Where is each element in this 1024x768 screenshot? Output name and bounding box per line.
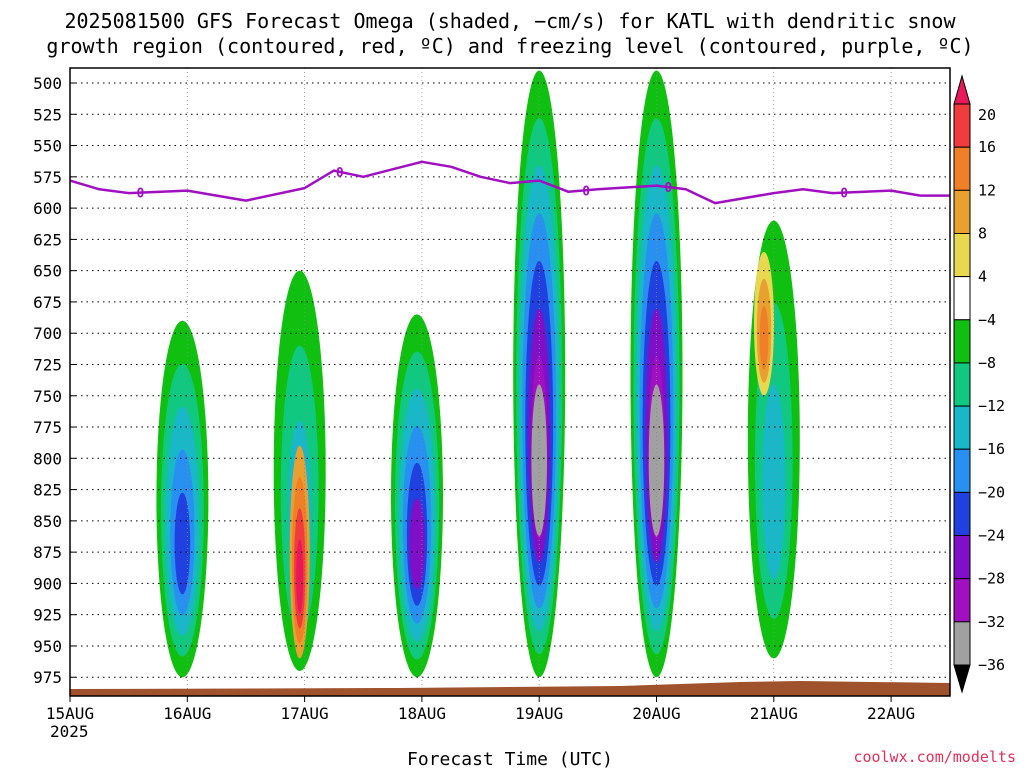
y-tick-label: 850	[33, 512, 62, 531]
y-tick-label: 775	[33, 418, 62, 437]
x-tick-label: 19AUG	[515, 704, 563, 723]
y-tick-label: 700	[33, 324, 62, 343]
y-tick-label: 575	[33, 168, 62, 187]
terrain-strip	[70, 681, 950, 696]
y-tick-label: 825	[33, 481, 62, 500]
omega-cell-3-level-5	[409, 498, 425, 590]
colorbar-swatch	[953, 233, 971, 278]
colorbar-top-arrow	[953, 74, 971, 105]
colorbar-label: 20	[978, 106, 996, 124]
y-tick-label: 800	[33, 449, 62, 468]
freezing-level-label: 0	[840, 187, 848, 202]
colorbar-label: −16	[978, 440, 1005, 458]
plot-frame	[69, 67, 951, 697]
y-tick-label: 750	[33, 387, 62, 406]
colorbar-swatch	[953, 405, 971, 450]
colorbar-swatch	[953, 362, 971, 407]
chart-subtitle: growth region (contoured, red, ºC) and f…	[46, 34, 973, 58]
y-tick-label: 600	[33, 199, 62, 218]
chart-title: 2025081500 GFS Forecast Omega (shaded, −…	[64, 9, 956, 33]
freezing-level-label: 0	[664, 181, 672, 196]
terrain-fill	[70, 681, 950, 696]
omega-cell-7-level-2	[759, 305, 769, 370]
x-tick-label: 15AUG	[46, 704, 94, 723]
x-tick-label: 20AUG	[632, 704, 680, 723]
colorbar-label: −32	[978, 613, 1005, 631]
colorbar-label: 4	[978, 268, 987, 286]
colorbar-swatch	[953, 146, 971, 191]
x-tick-label: 18AUG	[398, 704, 446, 723]
freezing-level-contour: 0 0 0 0 0	[70, 160, 950, 205]
y-tick-label: 500	[33, 74, 62, 93]
colorbar-bottom-arrow	[953, 664, 971, 694]
freezing-level-label: 0	[136, 187, 144, 202]
colorbar-label: −24	[978, 527, 1005, 545]
y-tick-label: 550	[33, 137, 62, 156]
credit-text: coolwx.com/modelts	[853, 748, 1016, 766]
freezing-level-label: 0	[336, 166, 344, 181]
y-tick-label: 525	[33, 105, 62, 124]
y-tick-label: 875	[33, 543, 62, 562]
colorbar-label: −28	[978, 570, 1005, 588]
colorbar-label: 8	[978, 225, 987, 243]
y-tick-label: 675	[33, 293, 62, 312]
gridlines	[70, 68, 950, 696]
colorbar-swatch	[953, 535, 971, 580]
x-axis: 15AUG 16AUG 17AUG 18AUG 19AUG 20AUG 21AUG 22AUG	[46, 696, 915, 723]
colorbar-swatch	[953, 276, 971, 321]
y-tick-label: 975	[33, 668, 62, 687]
colorbar-swatch	[953, 621, 971, 666]
x-tick-label: 22AUG	[867, 704, 915, 723]
x-tick-label: 17AUG	[281, 704, 329, 723]
colorbar: 20 16 12 8 4 −4 −8 −12 −16 −20 −24 −28 −32 −36	[953, 74, 1005, 694]
colorbar-label: −12	[978, 397, 1005, 415]
colorbar-swatch	[953, 448, 971, 493]
y-tick-label: 650	[33, 262, 62, 281]
y-tick-label: 625	[33, 230, 62, 249]
colorbar-swatch	[953, 578, 971, 623]
omega-cell-0-level-4	[174, 492, 191, 595]
y-tick-label: 950	[33, 637, 62, 656]
y-tick-label: 900	[33, 574, 62, 593]
y-tick-label: 925	[33, 606, 62, 625]
x-tick-year: 2025	[50, 722, 89, 741]
freezing-level-label: 0	[582, 184, 590, 199]
colorbar-label: −4	[978, 311, 996, 329]
colorbar-label: 16	[978, 138, 996, 156]
omega-cell-6-level-2	[762, 384, 786, 580]
x-tick-label: 21AUG	[750, 704, 798, 723]
y-axis: 500 525 550 575 600 625 650 675 700 725 750 775 800 8…	[33, 74, 76, 687]
colorbar-label: −20	[978, 483, 1005, 501]
plot-area: 0 0 0 0 0	[69, 67, 951, 697]
colorbar-swatch	[953, 103, 971, 148]
colorbar-label: −8	[978, 354, 996, 372]
colorbar-swatch	[953, 189, 971, 235]
colorbar-label: 12	[978, 181, 996, 199]
y-tick-label: 725	[33, 355, 62, 374]
omega-shading	[156, 70, 800, 678]
colorbar-label: −36	[978, 656, 1005, 674]
omega-cell-2-level-3	[296, 539, 304, 614]
colorbar-swatch	[953, 319, 971, 364]
freezing-level-line	[70, 160, 950, 205]
x-axis-label: Forecast Time (UTC)	[407, 749, 613, 768]
x-tick-label: 16AUG	[163, 704, 211, 723]
colorbar-swatch	[953, 491, 971, 537]
